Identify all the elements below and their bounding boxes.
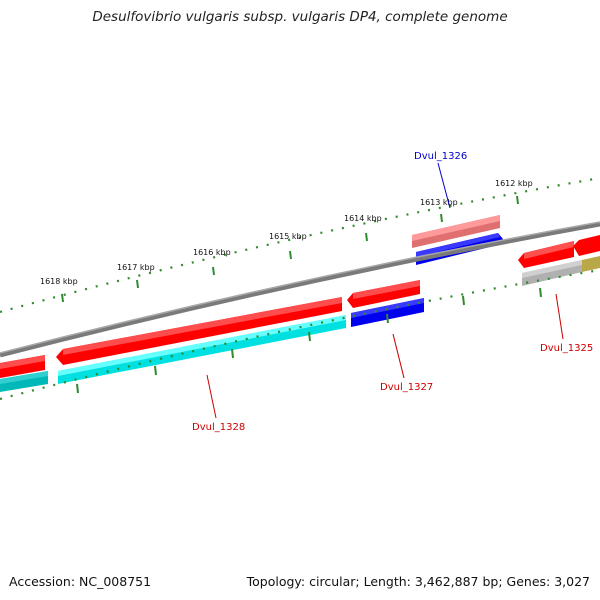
outer-major-ticks (61, 195, 519, 303)
gene-label-dvul-1327[interactable]: Dvul_1327 (380, 382, 433, 393)
gene-1325-gray-feature[interactable] (522, 260, 582, 286)
tick-label-1615: 1615 kbp (269, 232, 307, 241)
tick-label-1617: 1617 kbp (117, 263, 155, 272)
tick-label-1614: 1614 kbp (344, 214, 382, 223)
leader-dvul-1326 (437, 162, 451, 209)
gene-label-dvul-1325[interactable]: Dvul_1325 (540, 343, 593, 354)
inner-major-ticks (76, 287, 542, 394)
tick-label-1618: 1618 kbp (40, 277, 78, 286)
genome-backbone (0, 221, 600, 358)
outer-tick-ring (0, 176, 600, 314)
gene-1329-red-arrow[interactable] (0, 355, 45, 378)
genome-backbone-highlight (0, 221, 600, 354)
accession-text: Accession: NC_008751 (9, 574, 152, 589)
gene-1326-arrow[interactable] (412, 215, 500, 248)
genome-summary-text: Topology: circular; Length: 3,462,887 bp… (246, 574, 590, 589)
gene-1325-arrow[interactable] (518, 241, 574, 268)
gene-1324-olive-feature[interactable] (582, 256, 600, 272)
tick-label-1613: 1613 kbp (420, 198, 458, 207)
leader-dvul-1325 (555, 293, 564, 340)
leader-dvul-1328 (206, 374, 217, 419)
gene-1324-arrow[interactable] (573, 235, 600, 256)
leader-dvul-1327 (392, 333, 405, 379)
gene-1329-cyan-feature[interactable] (0, 371, 48, 392)
gene-label-dvul-1326[interactable]: Dvul_1326 (414, 151, 467, 162)
tick-label-1612: 1612 kbp (495, 179, 533, 188)
tick-label-1616: 1616 kbp (193, 248, 231, 257)
inner-tick-ring (0, 268, 600, 401)
gene-label-dvul-1328[interactable]: Dvul_1328 (192, 422, 245, 433)
genome-title: Desulfovibrio vulgaris subsp. vulgaris D… (92, 9, 508, 25)
gene-1328-red-arrow[interactable] (56, 297, 342, 365)
gene-1327-red-arrow[interactable] (347, 280, 420, 308)
